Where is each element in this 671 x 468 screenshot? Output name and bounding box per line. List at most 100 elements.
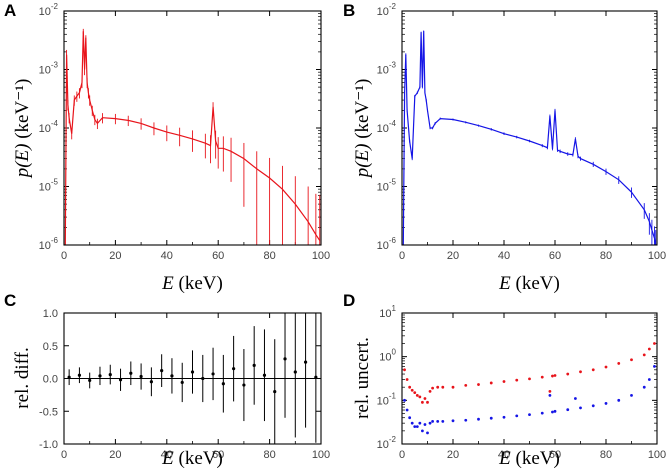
data-point [642, 385, 646, 389]
y-axis-label: p(E) (keV⁻¹) [12, 79, 33, 180]
data-point [428, 390, 432, 393]
data-point [591, 404, 595, 408]
data-point [418, 395, 422, 399]
data-point [221, 382, 225, 386]
data-point [201, 376, 205, 381]
data-point [129, 371, 133, 375]
x-tick-label: 80 [600, 449, 612, 461]
x-tick-label: 60 [212, 250, 224, 262]
data-point [464, 383, 468, 387]
y-tick-label: 10-2 [377, 435, 397, 451]
data-point [579, 370, 582, 374]
data-point [303, 360, 308, 364]
data-point [489, 381, 493, 385]
data-point [108, 372, 112, 377]
data-point [551, 374, 554, 378]
y-axis-label: rel. uncert. [352, 337, 373, 419]
x-axis-label: E (keV) [161, 448, 223, 468]
x-tick-label: 0 [399, 250, 405, 262]
data-point [566, 372, 570, 376]
data-point [190, 370, 195, 374]
data-point [477, 383, 480, 386]
data-point [405, 378, 409, 381]
x-tick-label: 20 [447, 449, 459, 461]
data-point [548, 390, 552, 393]
data-point [160, 369, 164, 373]
data-point [591, 368, 595, 372]
panel-a: A 0 20 40 60 80 100 10-6 10-5 10-4 10-3 10-2 E (keV)… [4, 1, 330, 294]
y-tick-label: 0.0 [43, 374, 58, 386]
data-point [574, 397, 577, 400]
data-point [421, 429, 424, 433]
data-point [436, 385, 440, 389]
plot-frame [63, 312, 322, 445]
data-point [548, 393, 552, 397]
y-tick-label: -1.0 [39, 439, 58, 451]
data-point [647, 378, 651, 381]
data-point [180, 380, 184, 385]
y-tick-label: 10-6 [377, 236, 397, 252]
data-point [423, 423, 427, 426]
x-tick-label: 100 [312, 250, 330, 262]
x-tick-label: 80 [263, 449, 275, 461]
data-point [515, 378, 519, 382]
x-axis-label: E (keV) [498, 273, 560, 294]
y-tick-label: 10-6 [39, 236, 59, 252]
data-point [464, 418, 468, 422]
x-tick-label: 60 [549, 449, 561, 461]
data-point [242, 383, 246, 387]
data-point [232, 367, 236, 371]
data-point [98, 374, 102, 378]
data-point [489, 416, 493, 420]
x-tick-label: 60 [549, 250, 561, 262]
x-tick-label: 20 [447, 250, 459, 262]
panel-letter: D [343, 291, 355, 310]
data-point [426, 431, 429, 435]
panel-d: D 0 20 40 60 80 100 10-2 10-1 100 101 E (keV) rel. u… [343, 291, 666, 468]
data-point [403, 398, 406, 402]
series-line [402, 31, 657, 246]
data-point [170, 374, 174, 378]
data-point [436, 419, 440, 423]
data-point [423, 397, 427, 400]
data-point [515, 414, 519, 418]
data-point [428, 421, 432, 425]
data-point [421, 400, 424, 404]
data-point [405, 408, 409, 412]
data-point [441, 385, 445, 389]
data-point [528, 377, 531, 381]
y-tick-label: 0.5 [43, 341, 58, 353]
data-point [431, 386, 434, 390]
data-point [653, 364, 656, 368]
x-tick-label: 40 [161, 250, 173, 262]
data-point [653, 342, 656, 345]
y-tick-label: 10-3 [377, 61, 397, 77]
data-point [528, 413, 531, 417]
data-point [451, 419, 455, 423]
data-point [553, 374, 557, 377]
data-point [502, 415, 506, 419]
y-axis-label: rel. diff. [12, 347, 33, 408]
x-tick-label: 40 [498, 449, 510, 461]
x-tick-label: 20 [109, 250, 121, 262]
data-point [211, 372, 215, 376]
x-tick-label: 100 [648, 250, 666, 262]
x-axis-label: E (keV) [498, 448, 560, 468]
y-tick-label: 100 [379, 348, 396, 364]
data-point [408, 385, 412, 389]
panel-c: C 0 20 40 60 80 100 -1.0 -0.5 0.0 0.5 1.0 E (keV) rel… [4, 291, 330, 468]
data-point [426, 400, 429, 404]
data-point [431, 419, 434, 423]
data-point [502, 380, 506, 383]
data-point [477, 417, 480, 421]
data-point [630, 393, 633, 397]
x-tick-label: 40 [161, 449, 173, 461]
data-point [604, 402, 608, 405]
y-tick-label: 10-5 [377, 178, 397, 194]
y-tick-label: 1.0 [43, 308, 58, 320]
plot-frame [401, 312, 658, 445]
panel-b: B 0 20 40 60 80 100 10-6 10-5 10-4 10-3 10-2 E (keV)… [343, 1, 666, 294]
data-point [540, 375, 544, 379]
data-point [149, 380, 153, 384]
y-tick-label: 10-4 [39, 119, 59, 135]
